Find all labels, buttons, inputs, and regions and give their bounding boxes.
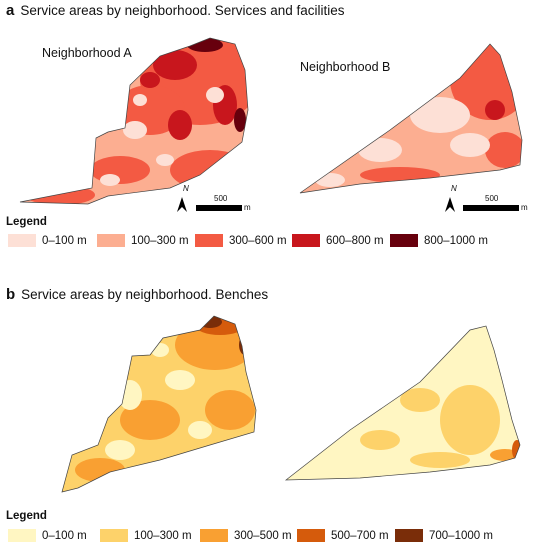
legend-swatch xyxy=(297,529,325,542)
legend-swatch xyxy=(8,234,36,247)
legend-label: 100–300 m xyxy=(131,234,189,247)
neighborhood-b-label: Neighborhood B xyxy=(300,60,391,74)
legend-a-item: 100–300 m xyxy=(97,234,189,247)
legend-swatch xyxy=(395,529,423,542)
legend-a-title: Legend xyxy=(6,216,47,228)
north-label-a: N xyxy=(183,184,189,193)
legend-swatch xyxy=(292,234,320,247)
legend-a-item: 600–800 m xyxy=(292,234,384,247)
legend-swatch xyxy=(195,234,223,247)
map-b-neighborhood-a xyxy=(62,316,256,492)
legend-label: 700–1000 m xyxy=(429,529,493,542)
legend-b-item: 300–500 m xyxy=(200,529,292,542)
legend-b-item: 0–100 m xyxy=(8,529,87,542)
map-a-neighborhood-a xyxy=(20,38,248,204)
legend-label: 300–500 m xyxy=(234,529,292,542)
legend-label: 600–800 m xyxy=(326,234,384,247)
legend-a-item: 0–100 m xyxy=(8,234,87,247)
legend-a-item: 800–1000 m xyxy=(390,234,488,247)
scale-bar-value: 500 xyxy=(485,194,499,203)
legend-swatch xyxy=(8,529,36,542)
legend-swatch xyxy=(200,529,228,542)
scale-bar-value: 500 xyxy=(214,194,228,203)
scale-bar-line xyxy=(196,205,242,211)
scale-bar-line xyxy=(463,205,519,211)
legend-b-title: Legend xyxy=(6,510,47,522)
map-a-neighborhood-b xyxy=(300,44,522,193)
scale-bar-unit: m xyxy=(244,203,251,212)
north-label-b: N xyxy=(451,184,457,193)
legend-swatch xyxy=(100,529,128,542)
legend-label: 0–100 m xyxy=(42,234,87,247)
legend-b-item: 500–700 m xyxy=(297,529,389,542)
legend-a-item: 300–600 m xyxy=(195,234,287,247)
panel-a-title-text: Service areas by neighborhood. Services … xyxy=(20,3,345,18)
legend-b-item: 700–1000 m xyxy=(395,529,493,542)
legend-swatch xyxy=(97,234,125,247)
north-arrow-icon xyxy=(445,197,455,212)
legend-swatch xyxy=(390,234,418,247)
panel-b-letter: b xyxy=(6,286,16,303)
panel-b-title: b Service areas by neighborhood. Benches xyxy=(6,286,268,303)
legend-label: 100–300 m xyxy=(134,529,192,542)
legend-label: 0–100 m xyxy=(42,529,87,542)
legend-label: 500–700 m xyxy=(331,529,389,542)
north-arrow-icon xyxy=(177,197,187,212)
panel-a-letter: a xyxy=(6,2,15,19)
legend-label: 300–600 m xyxy=(229,234,287,247)
neighborhood-a-label: Neighborhood A xyxy=(42,46,132,60)
legend-b-item: 100–300 m xyxy=(100,529,192,542)
panel-a-title: a Service areas by neighborhood. Services… xyxy=(6,2,345,19)
scale-bar-unit: m xyxy=(521,203,528,212)
panel-b-title-text: Service areas by neighborhood. Benches xyxy=(21,287,269,302)
legend-label: 800–1000 m xyxy=(424,234,488,247)
